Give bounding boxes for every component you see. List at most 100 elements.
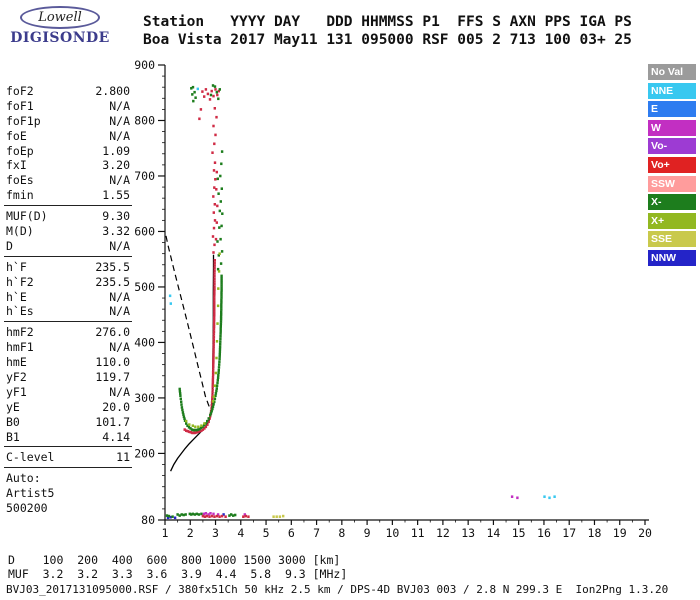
echo-point xyxy=(230,513,233,516)
echo-point xyxy=(219,342,222,346)
echo-point xyxy=(203,422,206,425)
echo-point xyxy=(212,195,215,198)
echo-point xyxy=(215,384,219,387)
echo-point xyxy=(218,515,221,518)
echo-point xyxy=(220,279,223,282)
echo-point xyxy=(220,162,223,166)
echo-point xyxy=(173,516,177,520)
echo-point xyxy=(201,90,204,93)
echo-point xyxy=(218,209,221,213)
echo-point xyxy=(212,360,215,364)
echo-point xyxy=(219,340,222,343)
echo-point xyxy=(191,85,195,89)
param-separator xyxy=(4,446,132,448)
param-c-level: C-level 11 xyxy=(4,450,132,465)
echo-point xyxy=(212,395,215,399)
echo-point xyxy=(220,289,223,292)
echo-point xyxy=(218,352,221,356)
echo-point xyxy=(216,177,219,181)
echo-point xyxy=(242,515,245,518)
echo-point xyxy=(204,512,208,515)
echo-point xyxy=(213,186,216,189)
echo-point xyxy=(217,89,220,93)
echo-point xyxy=(204,88,208,91)
echo-point xyxy=(232,514,235,517)
echo-point xyxy=(191,431,194,435)
echo-point xyxy=(185,419,188,423)
echo-point xyxy=(212,335,216,339)
echo-point xyxy=(213,307,216,310)
echo-point xyxy=(206,92,210,96)
param-label: foF2 xyxy=(6,84,34,98)
echo-point xyxy=(244,514,247,518)
echo-point xyxy=(211,407,214,411)
y-tick-label: 300 xyxy=(134,391,155,405)
param-hmf1: hmF1 N/A xyxy=(4,340,132,355)
echo-point xyxy=(213,302,216,305)
echo-point xyxy=(207,420,210,424)
legend-item-no-val: No Val xyxy=(648,64,696,80)
echo-point xyxy=(210,89,213,93)
echo-point xyxy=(194,431,197,435)
echo-point xyxy=(187,426,191,429)
echo-point xyxy=(219,334,222,338)
echo-point xyxy=(212,211,215,214)
status-line: BVJ03_2017131095000.RSF / 380fx51Ch 50 k… xyxy=(6,583,669,596)
echo-point xyxy=(213,161,217,164)
echo-point xyxy=(196,87,199,91)
x-tick-label: 6 xyxy=(288,526,295,540)
echo-point xyxy=(212,363,215,366)
echo-point xyxy=(186,429,189,433)
echo-point xyxy=(171,515,174,518)
param-label: foF1p xyxy=(6,113,41,128)
echo-point xyxy=(212,333,216,336)
lowell-digisonde-logo: Lowell DIGISONDE xyxy=(8,6,112,46)
echo-point xyxy=(185,429,188,432)
param-h-f: h`F 235.5 xyxy=(4,260,132,275)
echo-point xyxy=(213,285,216,289)
echo-point xyxy=(188,512,191,516)
echo-point xyxy=(189,431,192,434)
echo-point xyxy=(214,392,218,395)
echo-point xyxy=(215,387,218,390)
param-h-e: h`E N/A xyxy=(4,290,132,305)
param-500200: 500200 xyxy=(4,501,132,516)
param-value: N/A xyxy=(109,384,130,399)
echo-point xyxy=(203,95,206,98)
x-tick-label: 9 xyxy=(364,526,371,540)
echo-point xyxy=(203,423,206,427)
series-o-mode-spread-multiples xyxy=(198,88,220,254)
echo-point xyxy=(211,373,215,377)
echo-point xyxy=(182,413,185,416)
echo-point xyxy=(212,365,215,369)
param-m-d: M(D) 3.32 xyxy=(4,224,132,239)
echo-point xyxy=(208,515,211,518)
echo-point xyxy=(216,322,219,325)
echo-point xyxy=(213,515,216,518)
x-tick-label: 19 xyxy=(613,526,627,540)
param-value: N/A xyxy=(109,238,130,253)
echo-point xyxy=(192,428,195,432)
echo-point xyxy=(213,311,216,315)
station-header-labels: Station YYYY DAY DDD HHMMSS P1 FFS S AXN… xyxy=(143,14,632,30)
echo-point xyxy=(204,425,208,429)
echo-point xyxy=(204,422,207,425)
echo-point xyxy=(211,383,214,386)
param-value: 1.55 xyxy=(102,188,130,203)
echo-point xyxy=(217,270,221,273)
profile-bottomside-solid xyxy=(170,254,215,472)
station-header-values: Boa Vista 2017 May11 131 095000 RSF 005 … xyxy=(143,32,632,48)
echo-point xyxy=(224,515,227,518)
echo-point xyxy=(180,400,183,404)
param-value: N/A xyxy=(109,340,130,355)
param-label: 500200 xyxy=(6,501,48,516)
x-tick-label: 18 xyxy=(588,526,602,540)
echo-point xyxy=(180,513,183,516)
echo-point xyxy=(212,169,216,172)
echo-point xyxy=(216,93,219,97)
echo-point xyxy=(206,423,209,426)
param-value: 3.20 xyxy=(102,158,130,173)
echo-point xyxy=(197,430,200,434)
echo-point xyxy=(217,368,220,372)
echo-point xyxy=(216,304,220,308)
